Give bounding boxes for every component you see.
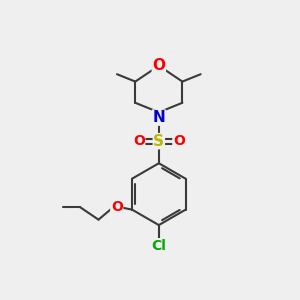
Text: O: O (133, 134, 145, 148)
Text: Cl: Cl (152, 239, 166, 253)
Text: O: O (173, 134, 185, 148)
Text: O: O (152, 58, 165, 73)
Text: N: N (152, 110, 165, 125)
Text: S: S (153, 134, 164, 149)
Text: O: O (111, 200, 123, 214)
